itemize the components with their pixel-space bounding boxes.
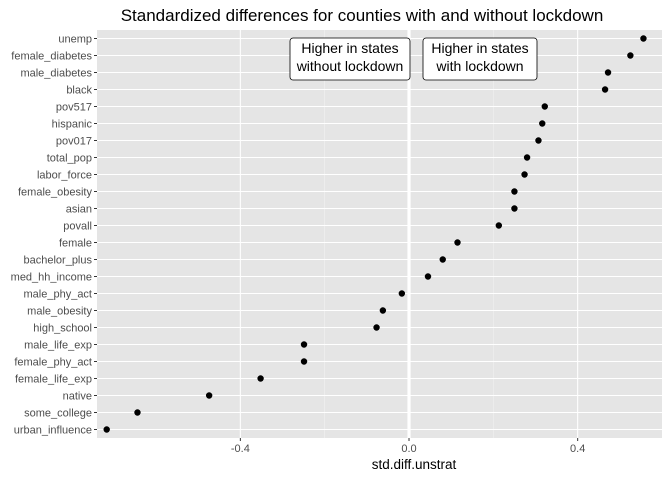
annotation-line: without lockdown xyxy=(296,58,404,74)
annotation-with-lockdown: Higher in states with lockdown xyxy=(422,37,538,81)
data-point xyxy=(627,52,634,59)
data-point xyxy=(521,171,528,178)
grid-minor xyxy=(324,30,494,438)
data-point xyxy=(535,137,542,144)
y-tick-label: high_school xyxy=(33,322,92,334)
y-tick-label: female_diabetes xyxy=(11,50,92,62)
x-axis: -0.4 0.0 0.4 xyxy=(231,438,585,455)
y-tick-label: black xyxy=(66,84,92,96)
y-tick-label: male_obesity xyxy=(27,305,92,317)
data-point xyxy=(601,86,609,93)
y-tick-label: native xyxy=(63,390,92,402)
data-point xyxy=(424,273,432,280)
data-point xyxy=(257,375,264,382)
annotation-line: Higher in states xyxy=(431,40,528,56)
y-tick-label: asian xyxy=(66,203,92,215)
y-tick-label: bachelor_plus xyxy=(24,254,93,266)
y-tick-label: female xyxy=(59,237,92,249)
annotation-box xyxy=(289,37,411,81)
data-point xyxy=(454,239,461,246)
annotation-line: Higher in states xyxy=(301,40,398,56)
data-point xyxy=(604,69,612,76)
y-tick-label: med_hh_income xyxy=(11,271,92,283)
y-tick-label: male_phy_act xyxy=(24,288,93,300)
y-tick-label: female_phy_act xyxy=(14,356,92,368)
data-point xyxy=(398,290,406,297)
grid-major xyxy=(97,30,662,438)
annotation-box xyxy=(422,37,538,81)
data-points xyxy=(103,35,647,433)
x-tick-label: -0.4 xyxy=(231,443,250,455)
y-tick-label: total_pop xyxy=(47,152,92,164)
data-point xyxy=(439,256,446,263)
y-tick-label: povall xyxy=(63,220,92,232)
y-tick-label: pov517 xyxy=(56,101,92,113)
plot-panel xyxy=(97,30,662,438)
data-point xyxy=(300,341,308,348)
data-point xyxy=(640,35,647,42)
y-tick-label: hispanic xyxy=(52,118,93,130)
y-tick-label: some_college xyxy=(24,407,92,419)
y-tick-label: urban_influence xyxy=(14,424,92,436)
data-point xyxy=(373,324,380,331)
data-point xyxy=(379,307,387,314)
data-point xyxy=(205,392,213,399)
y-tick-label: pov017 xyxy=(56,135,92,147)
annotation-line: with lockdown xyxy=(435,58,523,74)
data-point xyxy=(495,222,503,229)
data-point xyxy=(523,154,531,161)
data-point xyxy=(511,205,518,212)
x-tick-label: 0.4 xyxy=(570,443,585,455)
data-point xyxy=(539,120,546,127)
data-point xyxy=(511,188,518,195)
y-tick-label: labor_force xyxy=(37,169,92,181)
data-point xyxy=(541,103,548,110)
x-tick-label: 0.0 xyxy=(401,443,416,455)
data-point xyxy=(103,426,110,433)
y-tick-label: male_life_exp xyxy=(24,339,92,351)
y-tick-label: female_life_exp xyxy=(15,373,92,385)
x-axis-title: std.diff.unstrat xyxy=(372,457,457,472)
data-point xyxy=(134,409,141,416)
data-point xyxy=(300,358,308,365)
chart-title: Standardized differences for counties wi… xyxy=(121,6,604,25)
y-tick-label: male_diabetes xyxy=(20,67,92,79)
annotation-without-lockdown: Higher in states without lockdown xyxy=(289,37,411,81)
y-tick-label: unemp xyxy=(58,33,92,45)
y-tick-label: female_obesity xyxy=(18,186,92,198)
